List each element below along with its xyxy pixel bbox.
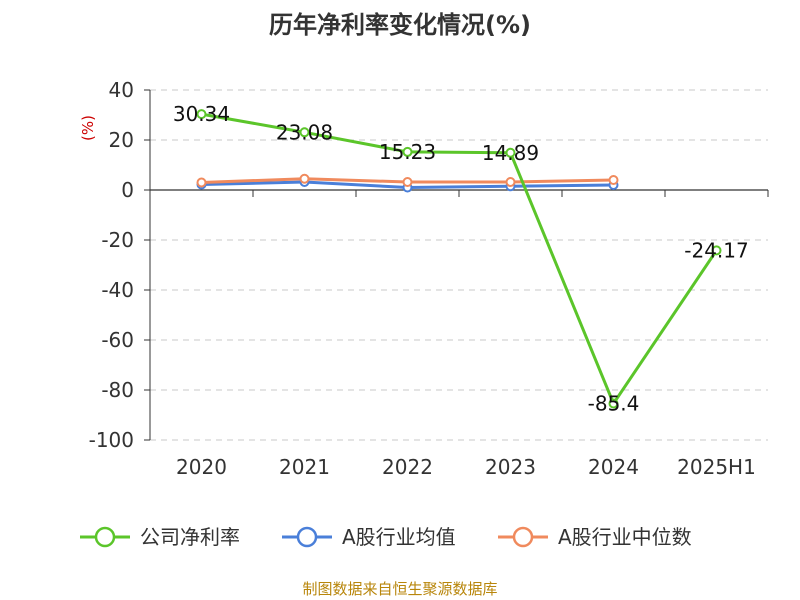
data-label: -24.17 (684, 238, 748, 262)
chart-title: 历年净利率变化情况(%) (269, 11, 531, 39)
x-tick-label: 2023 (485, 455, 536, 479)
legend-swatch-marker (512, 526, 534, 548)
data-point (505, 147, 516, 158)
data-label: -85.4 (588, 392, 640, 416)
axes: 40 20 0 -20 -40 -60 -80 -100 2020 2021 2022 2023 202… (89, 78, 769, 479)
data-point (196, 109, 207, 120)
data-label: 14.89 (482, 141, 539, 165)
data-labels: 30.34 23.08 15.23 14.89 -85.4 -24.17 (173, 102, 749, 415)
y-tick-label: -100 (89, 428, 134, 452)
x-tick-label: 2020 (176, 455, 227, 479)
legend-swatch-marker (296, 526, 318, 548)
x-tick-label: 2025H1 (677, 455, 756, 479)
y-tick-label: 0 (121, 178, 134, 202)
y-tick-label: -20 (101, 228, 134, 252)
x-tick-label: 2022 (382, 455, 433, 479)
data-label: 15.23 (379, 140, 436, 164)
legend-label: A股行业均值 (342, 525, 456, 549)
y-tick-label: -40 (101, 278, 134, 302)
y-tick-label: -60 (101, 328, 134, 352)
series-line-0 (201, 112, 718, 405)
data-point (402, 177, 413, 187)
y-tick-label: 40 (109, 78, 134, 102)
data-point (505, 177, 516, 187)
legend: 公司净利率 A股行业均值 A股行业中位数 (80, 525, 692, 549)
legend-swatch-marker (94, 526, 116, 548)
data-point (608, 398, 619, 409)
y-tick-label: 20 (109, 128, 134, 152)
data-label: 30.34 (173, 102, 230, 126)
gridlines (150, 89, 768, 441)
data-point (608, 175, 619, 185)
y-tick-label: -80 (101, 378, 134, 402)
x-tick-label: 2024 (588, 455, 639, 479)
data-point (711, 245, 722, 256)
y-axis-unit: (%) (79, 115, 97, 141)
series-lines (196, 109, 722, 409)
data-point (299, 127, 310, 138)
data-point (402, 146, 413, 157)
data-point (196, 177, 207, 188)
data-label: 23.08 (276, 120, 333, 144)
legend-label: A股行业中位数 (558, 525, 692, 549)
x-tick-label: 2021 (279, 455, 330, 479)
data-source-note: 制图数据来自恒生聚源数据库 (302, 580, 497, 598)
data-point (299, 173, 310, 184)
legend-label: 公司净利率 (140, 525, 240, 549)
